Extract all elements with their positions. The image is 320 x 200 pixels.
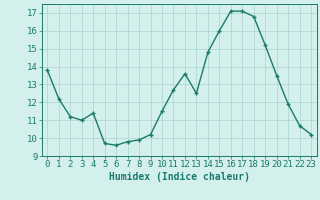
- X-axis label: Humidex (Indice chaleur): Humidex (Indice chaleur): [109, 172, 250, 182]
